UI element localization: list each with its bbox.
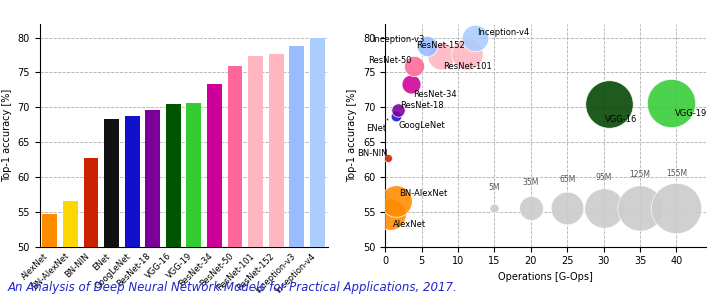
Text: AlexNet: AlexNet — [393, 220, 426, 229]
Point — [462, 51, 473, 56]
Point — [405, 82, 417, 87]
Text: 125M: 125M — [629, 170, 651, 179]
Text: 155M: 155M — [666, 169, 687, 178]
Point — [634, 206, 646, 211]
Point — [392, 108, 404, 113]
Text: VGG-19: VGG-19 — [675, 109, 707, 118]
X-axis label: Operations [G-Ops]: Operations [G-Ops] — [498, 272, 593, 282]
Text: ENet: ENet — [366, 124, 387, 133]
Y-axis label: Top-1 accuracy [%]: Top-1 accuracy [%] — [2, 89, 12, 182]
Y-axis label: Top-1 accuracy [%]: Top-1 accuracy [%] — [348, 89, 357, 182]
Bar — [63, 200, 78, 297]
Bar — [84, 158, 99, 297]
Bar — [248, 56, 263, 297]
Bar — [207, 84, 222, 297]
Text: GoogLeNet: GoogLeNet — [398, 121, 445, 130]
Point — [384, 212, 396, 217]
Text: 35M: 35M — [523, 178, 539, 187]
Point — [435, 53, 446, 58]
Text: Inception-v4: Inception-v4 — [477, 28, 529, 37]
Text: ResNet-101: ResNet-101 — [443, 62, 492, 71]
Point — [603, 102, 614, 106]
Text: VGG-16: VGG-16 — [605, 115, 637, 124]
Bar — [125, 116, 140, 297]
Point — [382, 156, 394, 160]
Bar — [186, 103, 202, 297]
Point — [469, 35, 480, 40]
Bar — [145, 110, 160, 297]
Point — [390, 198, 402, 203]
Bar — [166, 104, 181, 297]
Text: ResNet-18: ResNet-18 — [400, 101, 444, 110]
Point — [525, 206, 536, 211]
Bar — [104, 119, 119, 297]
Text: ResNet-50: ResNet-50 — [368, 56, 411, 65]
Point — [421, 44, 433, 48]
Text: BN-AlexNet: BN-AlexNet — [399, 189, 447, 198]
Point — [665, 101, 677, 105]
Bar — [310, 38, 325, 297]
Point — [382, 117, 393, 121]
Point — [598, 206, 609, 211]
Text: 5M: 5M — [489, 184, 500, 192]
Bar — [269, 54, 284, 297]
Text: ResNet-34: ResNet-34 — [413, 90, 457, 99]
Point — [408, 64, 419, 69]
Text: 65M: 65M — [559, 175, 575, 184]
Text: 95M: 95M — [595, 173, 612, 181]
Text: Inception-v3: Inception-v3 — [372, 34, 425, 44]
Text: An Analysis of Deep Neural Network Models for Practical Applications, 2017.: An Analysis of Deep Neural Network Model… — [7, 281, 457, 294]
Text: ResNet-152: ResNet-152 — [417, 41, 465, 50]
Point — [671, 206, 683, 211]
Text: BN-NIN: BN-NIN — [356, 149, 387, 158]
Bar — [289, 46, 304, 297]
Point — [390, 113, 402, 118]
Point — [489, 206, 500, 211]
Bar — [228, 66, 243, 297]
Bar — [42, 214, 58, 297]
Point — [562, 206, 573, 211]
